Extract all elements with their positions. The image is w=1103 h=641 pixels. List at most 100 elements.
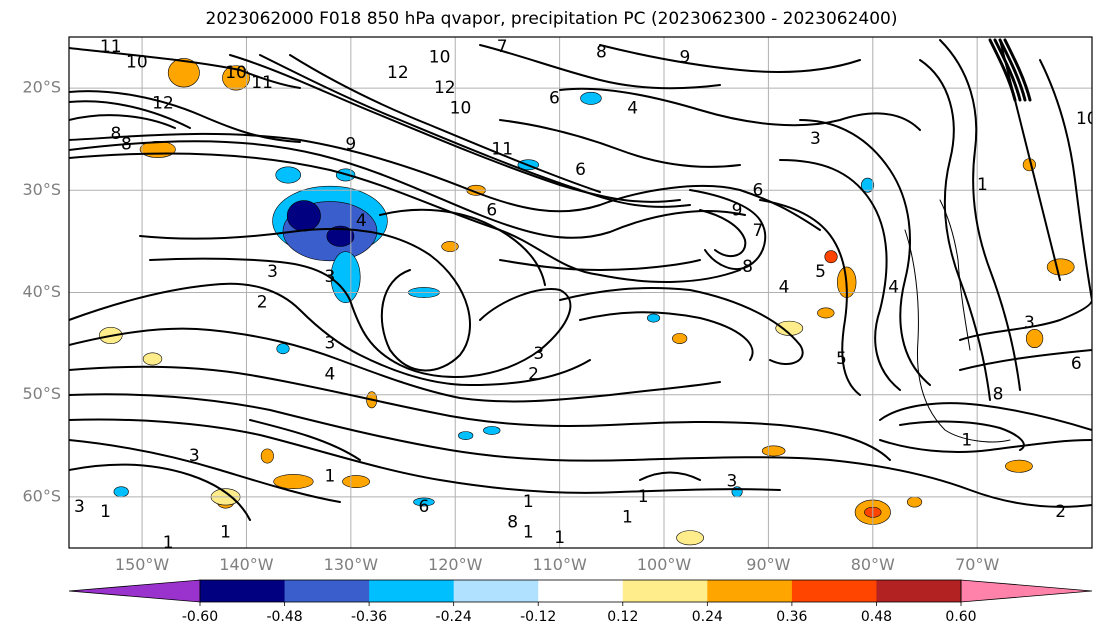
precip-patch	[817, 307, 835, 319]
contour-label: 3	[189, 446, 200, 466]
precip-patch	[276, 343, 290, 355]
contour-line	[959, 299, 1092, 341]
contour-line	[149, 257, 572, 378]
contour-line	[69, 282, 591, 386]
lat-tick-label: 50°S	[22, 384, 61, 403]
precip-patch	[483, 426, 501, 435]
precip-patch	[260, 448, 274, 464]
contour-label: 4	[325, 364, 336, 384]
contour-label: 3	[325, 267, 336, 287]
lon-tick-label: 120°W	[428, 555, 483, 574]
contour-line	[379, 208, 546, 286]
contour-label: 2	[257, 293, 268, 313]
contour-line	[559, 87, 921, 131]
colorbar-segment	[453, 580, 539, 602]
lon-tick-label: 70°W	[955, 555, 999, 574]
lon-tick-label: 80°W	[851, 555, 895, 574]
lon-tick-label: 90°W	[746, 555, 790, 574]
contour-line	[69, 418, 781, 494]
contour-line	[289, 54, 601, 193]
precip-patch	[906, 496, 923, 508]
contour-line	[959, 349, 1092, 371]
contour-line	[69, 100, 191, 129]
colorbar-segment	[200, 580, 286, 602]
precip-patch	[326, 225, 355, 247]
colorbar-extend-low	[68, 579, 201, 603]
contour-line	[799, 119, 931, 386]
contour-line	[759, 199, 861, 396]
contour-line	[69, 439, 341, 503]
contour-label: 1	[523, 523, 534, 543]
contour-label: 1	[100, 502, 111, 522]
contour-label: 6	[486, 201, 497, 221]
precip-patch	[1005, 459, 1033, 473]
contour-label: 1	[638, 487, 649, 507]
contour-label: 9	[679, 47, 690, 67]
contour-label: 7	[753, 221, 764, 241]
colorbar-tick-label: -0.12	[520, 609, 556, 625]
contour-line	[69, 132, 821, 231]
contour-line	[69, 327, 721, 403]
contour-label: 5	[836, 349, 847, 369]
contour-line	[779, 159, 901, 391]
contour-line	[259, 54, 691, 208]
colorbar-tick-label: 0.24	[692, 609, 723, 625]
contour-line	[479, 44, 721, 90]
contour-label: 1	[977, 175, 988, 195]
precip-patch	[580, 91, 602, 105]
contour-line	[69, 152, 741, 283]
contour-label: 8	[121, 134, 132, 154]
contour-label: 9	[345, 134, 356, 154]
colorbar-segment	[369, 580, 455, 602]
contour-label: 3	[325, 334, 336, 354]
contour-label: 10	[126, 53, 148, 73]
contour-label: 7	[497, 37, 508, 57]
map-title: 2023062000 F018 850 hPa qvapor, precipit…	[205, 9, 898, 29]
map-frame	[68, 36, 1093, 549]
lat-tick-label: 60°S	[22, 486, 61, 505]
contour-line	[499, 119, 741, 168]
contour-label: 1	[220, 523, 231, 543]
precip-patch	[861, 177, 875, 193]
lat-tick-label: 30°S	[22, 180, 61, 199]
contour-label: 10	[225, 63, 247, 83]
precip-patch	[672, 333, 688, 344]
contour-label: 1	[523, 492, 534, 512]
lon-tick-label: 150°W	[115, 555, 170, 574]
contour-line	[559, 287, 804, 365]
precip-patch	[275, 166, 302, 184]
precip-patch	[761, 445, 786, 457]
precip-patch	[113, 486, 129, 498]
contour-label: 12	[152, 93, 174, 113]
lat-tick-label: 20°S	[22, 78, 61, 97]
precip-patch	[273, 474, 314, 490]
precip-patch	[286, 200, 321, 232]
qvapor-contours	[69, 38, 1092, 521]
colorbar-tick-label: 0.36	[776, 609, 807, 625]
axis-ticks: 20°S 30°S 40°S 50°S 60°S 150°W 140°W 130°W 120°W…	[22, 78, 999, 574]
precip-patch	[458, 431, 474, 440]
contour-label: 4	[888, 277, 899, 297]
colorbar-tick-label: 0.60	[945, 609, 976, 625]
contour-label: 1	[554, 528, 565, 548]
contour-label: 12	[434, 78, 456, 98]
colorbar-tick-label: -0.24	[436, 609, 472, 625]
contour-line	[899, 420, 1025, 451]
contour-label: 6	[575, 160, 586, 180]
contour-label: 8	[596, 42, 607, 62]
colorbar-segment	[876, 580, 962, 602]
contour-label: 1	[325, 466, 336, 486]
contour-label: 8	[111, 124, 122, 144]
contour-label: 6	[419, 497, 430, 517]
precip-patch	[342, 475, 370, 489]
coastline	[904, 199, 1011, 443]
contour-label: 12	[387, 63, 409, 83]
precip-patch	[441, 241, 459, 252]
contour-label: 1	[163, 533, 174, 553]
colorbar-segment	[791, 580, 877, 602]
precip-patch	[676, 530, 704, 546]
contour-line	[69, 393, 1092, 508]
contour-line	[879, 402, 1092, 431]
contour-line	[919, 59, 991, 401]
contour-label: 10	[429, 47, 451, 67]
